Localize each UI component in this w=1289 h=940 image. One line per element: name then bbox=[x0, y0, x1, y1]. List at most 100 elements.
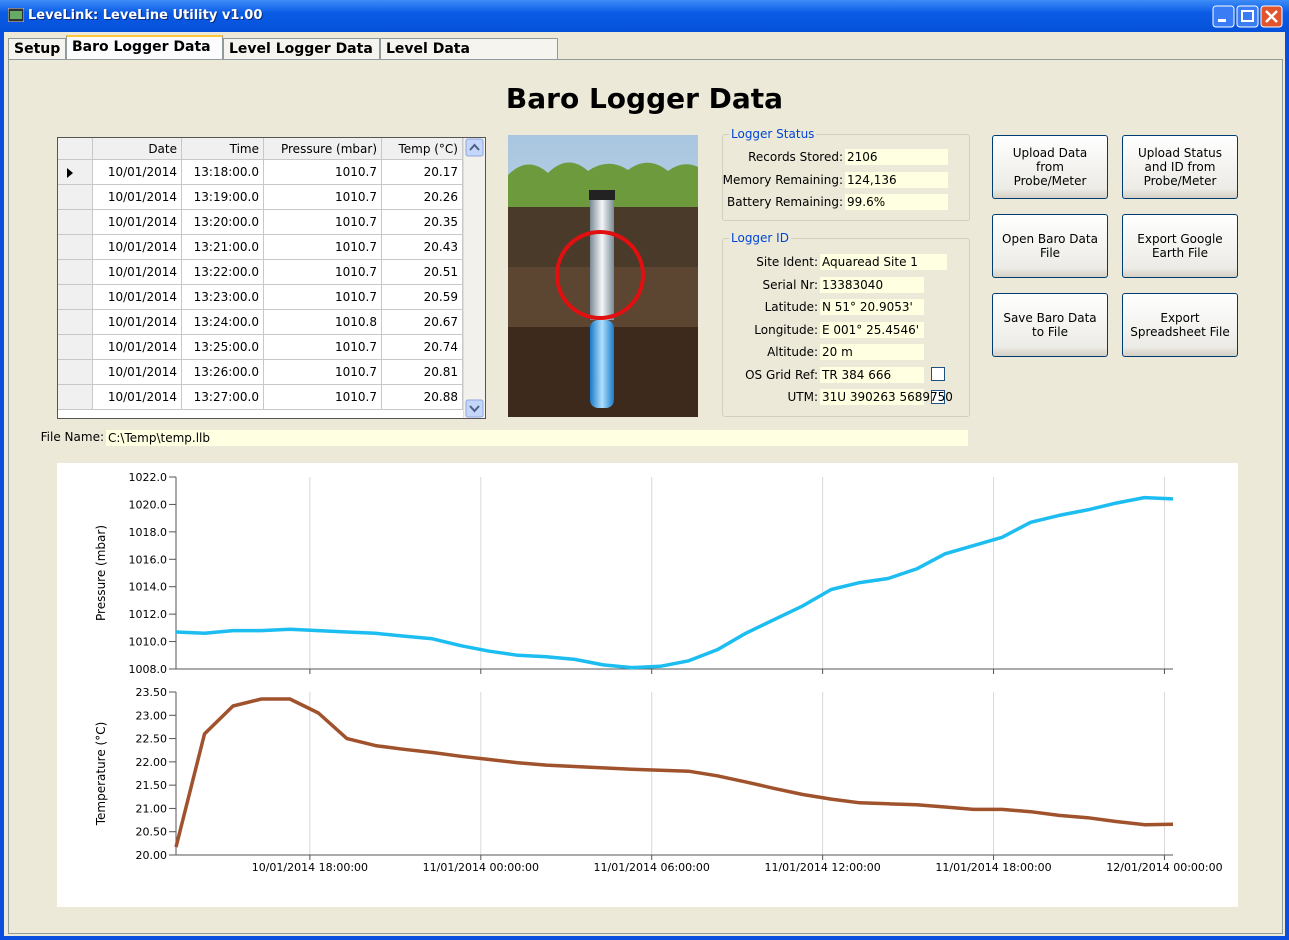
y-tick-label: 22.50 bbox=[136, 733, 168, 746]
grid-cell: 13:22:00.0 bbox=[182, 260, 264, 285]
row-header bbox=[58, 260, 93, 285]
scrollbar[interactable] bbox=[463, 138, 485, 418]
grid-cell: 10/01/2014 bbox=[93, 335, 182, 360]
tab[interactable]: Level Data Correction bbox=[380, 38, 558, 78]
button[interactable]: Export Google Earth File bbox=[1122, 214, 1238, 278]
grid-cell: 13:26:00.0 bbox=[182, 360, 264, 385]
title-bar: LeveLink: LeveLine Utility v1.00 bbox=[0, 0, 1289, 32]
grid-cell: 20.17 bbox=[382, 160, 463, 185]
grid-cell: 20.26 bbox=[382, 185, 463, 210]
grid-cell: 13:27:00.0 bbox=[182, 385, 264, 410]
grid-cell: 1010.7 bbox=[264, 160, 382, 185]
grid-cell: 20.35 bbox=[382, 210, 463, 235]
field-value: E 001° 25.4546' bbox=[820, 321, 924, 338]
field-label: Serial Nr: bbox=[762, 277, 818, 292]
grid-cell: 13:25:00.0 bbox=[182, 335, 264, 360]
y-tick-label: 21.50 bbox=[136, 779, 168, 792]
field-value: N 51° 20.9053' bbox=[820, 299, 924, 315]
x-tick-label: 11/01/2014 00:00:00 bbox=[423, 861, 539, 874]
grid-cell: 1010.7 bbox=[264, 185, 382, 210]
grid-cell: 10/01/2014 bbox=[93, 285, 182, 310]
field-value: 124,136 bbox=[845, 171, 948, 188]
column-header: Pressure (mbar) bbox=[264, 138, 382, 160]
grid-cell: 10/01/2014 bbox=[93, 185, 182, 210]
chart-area: 1008.0 1010.0 1012.0 1014.0 1016.0 1018.0 1020… bbox=[57, 463, 1238, 907]
field-label: Latitude: bbox=[764, 300, 818, 314]
column-header: Temp (°C) bbox=[382, 138, 463, 160]
y-tick-label: 23.00 bbox=[136, 709, 168, 722]
grid-cell: 20.88 bbox=[382, 385, 463, 410]
button[interactable]: Open Baro Data File bbox=[992, 214, 1108, 278]
file-name-value: C:\Temp\temp.llb bbox=[106, 430, 968, 446]
heading: Baro Logger Data bbox=[505, 82, 784, 115]
row-header bbox=[58, 335, 93, 360]
tab[interactable]: Setup bbox=[8, 38, 66, 59]
row-header bbox=[58, 210, 93, 235]
grid-cell: 20.67 bbox=[382, 310, 463, 335]
y-axis-label: Temperature (°C) bbox=[94, 722, 108, 827]
button[interactable]: Upload Data from Probe/Meter bbox=[992, 135, 1108, 199]
app-icon bbox=[8, 8, 24, 22]
row-header bbox=[58, 360, 93, 385]
button[interactable]: Upload Status and ID from Probe/Meter bbox=[1122, 135, 1238, 199]
checkbox[interactable] bbox=[931, 390, 945, 404]
y-tick-label: 1012.0 bbox=[129, 608, 168, 621]
field-label: Site Ident: bbox=[756, 255, 818, 269]
data-line bbox=[174, 697, 1174, 848]
column-header: Date bbox=[93, 138, 182, 160]
y-tick-label: 23.50 bbox=[136, 686, 168, 699]
field-label: Altitude: bbox=[767, 345, 818, 359]
tab[interactable]: Level Logger Data bbox=[223, 38, 380, 59]
grid-cell: 20.81 bbox=[382, 360, 463, 385]
grid-cell: 20.43 bbox=[382, 235, 463, 260]
chart-background bbox=[57, 463, 1238, 907]
field-value: 2106 bbox=[845, 149, 948, 165]
x-tick-label: 11/01/2014 18:00:00 bbox=[935, 861, 1051, 874]
x-tick-label: 10/01/2014 18:00:00 bbox=[252, 861, 368, 874]
window-controls[interactable] bbox=[1212, 5, 1286, 29]
y-tick-label: 20.00 bbox=[136, 849, 168, 862]
y-tick-label: 1018.0 bbox=[129, 526, 168, 539]
column-header: Time bbox=[182, 138, 264, 160]
grid-cell: 1010.7 bbox=[264, 285, 382, 310]
grid-cell: 1010.7 bbox=[264, 360, 382, 385]
y-tick-label: 1010.0 bbox=[129, 636, 168, 649]
group-title: Logger ID bbox=[731, 231, 789, 245]
grid-cell: 13:21:00.0 bbox=[182, 235, 264, 260]
y-tick-label: 1020.0 bbox=[129, 498, 168, 511]
y-tick-label: 21.00 bbox=[136, 802, 168, 815]
grid-cell: 10/01/2014 bbox=[93, 160, 182, 185]
row-header bbox=[58, 235, 93, 260]
group-title: Logger Status bbox=[731, 127, 815, 141]
grid-cell: 1010.7 bbox=[264, 385, 382, 410]
field-label: Memory Remaining: bbox=[722, 172, 843, 187]
x-tick-label: 12/01/2014 00:00:00 bbox=[1106, 861, 1222, 874]
grid-cell: 13:19:00.0 bbox=[182, 185, 264, 210]
field-value: 13383040 bbox=[820, 276, 924, 293]
grid-cell: 10/01/2014 bbox=[93, 260, 182, 285]
grid-cell: 13:23:00.0 bbox=[182, 285, 264, 310]
client-area: Setup Baro Logger Data Level Logger Data… bbox=[4, 32, 1285, 936]
data-line bbox=[175, 495, 1174, 670]
y-tick-label: 1016.0 bbox=[129, 553, 168, 566]
field-label: Longitude: bbox=[754, 322, 818, 337]
grid-cell: 13:20:00.0 bbox=[182, 210, 264, 235]
field-value: Aquaread Site 1 bbox=[820, 254, 947, 270]
tab-active[interactable]: Baro Logger Data bbox=[66, 35, 223, 60]
button[interactable]: Export Spreadsheet File bbox=[1122, 293, 1238, 357]
grid-cell: 10/01/2014 bbox=[93, 235, 182, 260]
y-tick-label: 1014.0 bbox=[129, 581, 168, 594]
field-value: 99.6% bbox=[845, 194, 948, 210]
y-axis-label: Pressure (mbar) bbox=[94, 525, 108, 621]
button[interactable]: Save Baro Data to File bbox=[992, 293, 1108, 357]
logger-id-group: Logger ID bbox=[722, 231, 970, 417]
field-value: TR 384 666 bbox=[820, 366, 924, 383]
logger-status-group: Logger Status bbox=[722, 127, 970, 221]
row-header bbox=[58, 310, 93, 335]
field-label: UTM: bbox=[787, 390, 818, 404]
y-tick-label: 20.50 bbox=[136, 826, 168, 839]
grid-cell: 20.59 bbox=[382, 285, 463, 310]
grid-cell: 10/01/2014 bbox=[93, 210, 182, 235]
checkbox[interactable] bbox=[931, 367, 945, 381]
